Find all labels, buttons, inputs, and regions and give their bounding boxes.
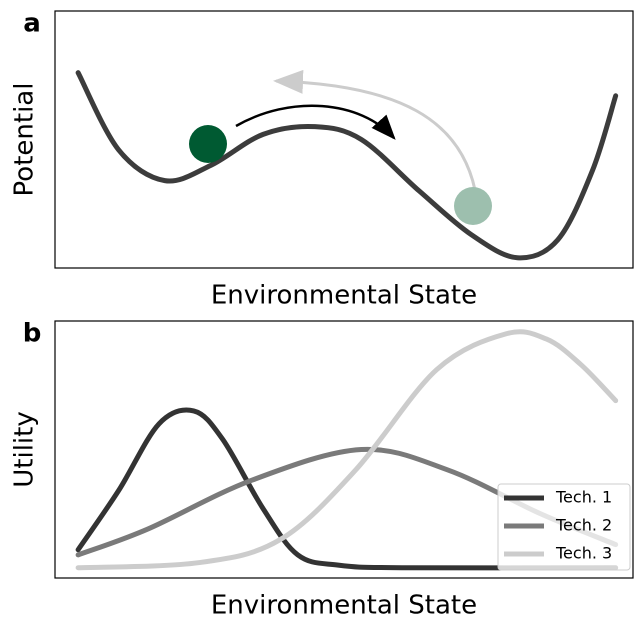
legend-label: Tech. 1 (555, 488, 612, 507)
panel-label: a (23, 9, 41, 39)
line (75, 70, 619, 261)
legend-label: Tech. 2 (555, 516, 612, 535)
ball (189, 125, 227, 163)
y-axis-label: Utility (10, 411, 40, 487)
panel-label: b (23, 319, 42, 349)
arrow (235, 104, 396, 140)
axes-frame (54, 10, 634, 269)
legend-label: Tech. 3 (555, 544, 612, 563)
line (75, 329, 619, 571)
line (75, 407, 619, 571)
legend-box (497, 483, 631, 571)
axes-frame (54, 320, 634, 579)
y-axis-label: Potential (10, 83, 40, 197)
x-axis-label: Environmental State (211, 591, 477, 619)
arrow (273, 69, 477, 191)
ball (454, 187, 492, 225)
x-axis-label: Environmental State (211, 281, 477, 311)
